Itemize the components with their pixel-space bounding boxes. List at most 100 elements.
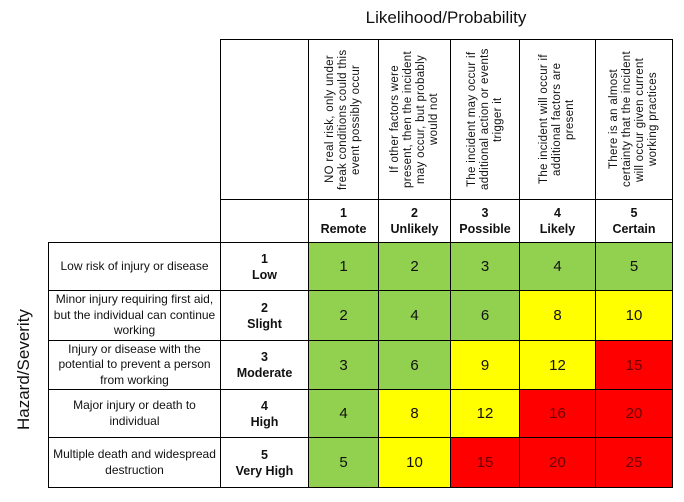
risk-score: 16 xyxy=(549,405,566,422)
risk-score: 4 xyxy=(410,307,419,324)
risk-score: 3 xyxy=(339,356,348,374)
severity-desc-3: Injury or disease with the potential to … xyxy=(48,340,221,390)
severity-desc-5: Multiple death and widespread destructio… xyxy=(48,437,221,488)
risk-score-cell: 6 xyxy=(450,290,520,341)
risk-score-cell: 4 xyxy=(308,389,379,438)
severity-level-2: 2 Slight xyxy=(220,290,309,341)
severity-desc-2: Minor injury requiring first aid, but th… xyxy=(48,290,221,341)
likelihood-level-1: 1 Remote xyxy=(308,199,379,243)
risk-score: 10 xyxy=(406,454,423,471)
risk-score-cell: 5 xyxy=(595,242,673,291)
risk-score: 15 xyxy=(476,454,494,471)
likelihood-label: Certain xyxy=(612,222,656,236)
risk-score: 4 xyxy=(339,405,348,422)
severity-number: 2 xyxy=(261,300,268,315)
corner-blank-top xyxy=(220,39,309,200)
severity-number: 1 xyxy=(261,251,268,266)
severity-label: Very High xyxy=(235,463,294,478)
likelihood-level-3: 3 Possible xyxy=(450,199,520,243)
risk-score: 5 xyxy=(629,258,639,275)
likelihood-level-4: 4 Likely xyxy=(519,199,596,243)
risk-score: 12 xyxy=(476,405,494,422)
risk-score-cell: 1 xyxy=(308,242,379,291)
risk-score: 2 xyxy=(339,307,348,324)
severity-description: Injury or disease with the potential to … xyxy=(58,341,211,387)
risk-score: 12 xyxy=(549,356,566,374)
severity-description: Multiple death and widespread destructio… xyxy=(53,447,216,477)
risk-score-cell: 3 xyxy=(450,242,520,291)
risk-score: 8 xyxy=(553,307,562,324)
risk-score-cell: 2 xyxy=(308,290,379,341)
severity-label: Moderate xyxy=(236,366,293,380)
risk-score: 1 xyxy=(339,258,348,275)
risk-score: 4 xyxy=(553,258,562,275)
likelihood-level-5: 5 Certain xyxy=(595,199,673,243)
risk-score-cell: 3 xyxy=(308,340,379,390)
risk-score-cell: 15 xyxy=(450,437,520,488)
severity-desc-1: Low risk of injury or disease xyxy=(48,242,221,291)
severity-label: High xyxy=(250,414,279,429)
risk-score: 6 xyxy=(410,356,419,374)
risk-score: 2 xyxy=(410,258,419,275)
likelihood-number: 5 xyxy=(630,206,638,220)
risk-score-cell: 20 xyxy=(595,389,673,438)
risk-score-cell: 2 xyxy=(378,242,451,291)
severity-desc-4: Major injury or death to individual xyxy=(48,389,221,438)
severity-description: Major injury or death to individual xyxy=(73,398,196,428)
likelihood-desc-1: NO real risk, only under freak condition… xyxy=(308,39,379,200)
severity-label: Slight xyxy=(247,316,282,331)
severity-level-4: 4 High xyxy=(220,389,309,438)
likelihood-description: If other factors were present, then the … xyxy=(388,51,440,188)
risk-score: 6 xyxy=(480,307,490,324)
risk-score-cell: 12 xyxy=(519,340,596,390)
risk-score-cell: 12 xyxy=(450,389,520,438)
risk-score-cell: 4 xyxy=(519,242,596,291)
risk-score: 3 xyxy=(480,258,490,275)
risk-score-cell: 20 xyxy=(519,437,596,488)
likelihood-description: The incident will occur if additional fa… xyxy=(538,54,576,185)
severity-description: Minor injury requiring first aid, but th… xyxy=(53,292,216,338)
risk-score-cell: 10 xyxy=(595,290,673,341)
severity-number: 3 xyxy=(261,350,268,364)
risk-score: 20 xyxy=(549,454,566,471)
risk-score: 15 xyxy=(625,356,643,374)
risk-score-cell: 5 xyxy=(308,437,379,488)
risk-score: 20 xyxy=(625,405,643,422)
likelihood-number: 1 xyxy=(340,206,347,220)
likelihood-desc-2: If other factors were present, then the … xyxy=(378,39,451,200)
severity-level-5: 5 Very High xyxy=(220,437,309,488)
severity-label: Low xyxy=(252,267,277,282)
risk-score-cell: 6 xyxy=(378,340,451,390)
severity-level-1: 1 Low xyxy=(220,242,309,291)
risk-score-cell: 25 xyxy=(595,437,673,488)
risk-score: 8 xyxy=(410,405,419,422)
likelihood-desc-5: There is an almost certainty that the in… xyxy=(595,39,673,200)
likelihood-desc-4: The incident will occur if additional fa… xyxy=(519,39,596,200)
risk-score: 25 xyxy=(625,454,643,471)
risk-score-cell: 9 xyxy=(450,340,520,390)
risk-score-cell: 15 xyxy=(595,340,673,390)
likelihood-desc-3: The incident may occur if additional act… xyxy=(450,39,520,200)
likelihood-number: 3 xyxy=(481,206,489,220)
likelihood-label: Possible xyxy=(459,222,511,236)
likelihood-label: Remote xyxy=(320,222,367,236)
likelihood-description: There is an almost certainty that the in… xyxy=(608,51,659,188)
severity-number: 4 xyxy=(261,398,268,413)
likelihood-number: 2 xyxy=(411,206,418,220)
corner-blank-bottom xyxy=(220,199,309,243)
likelihood-level-2: 2 Unlikely xyxy=(378,199,451,243)
likelihood-number: 4 xyxy=(554,206,561,220)
risk-score-cell: 8 xyxy=(519,290,596,341)
risk-score: 9 xyxy=(480,356,490,374)
risk-score-cell: 8 xyxy=(378,389,451,438)
risk-score: 5 xyxy=(339,454,348,471)
likelihood-label: Unlikely xyxy=(390,222,439,236)
risk-score-cell: 16 xyxy=(519,389,596,438)
severity-level-3: 3 Moderate xyxy=(220,340,309,390)
likelihood-axis-title: Likelihood/Probability xyxy=(365,8,527,27)
risk-score-cell: 4 xyxy=(378,290,451,341)
likelihood-description: NO real risk, only under freak condition… xyxy=(324,49,362,190)
severity-axis-title: Hazard/Severity xyxy=(14,309,33,430)
risk-score: 10 xyxy=(625,307,643,324)
likelihood-description: The incident may occur if additional act… xyxy=(465,48,504,191)
